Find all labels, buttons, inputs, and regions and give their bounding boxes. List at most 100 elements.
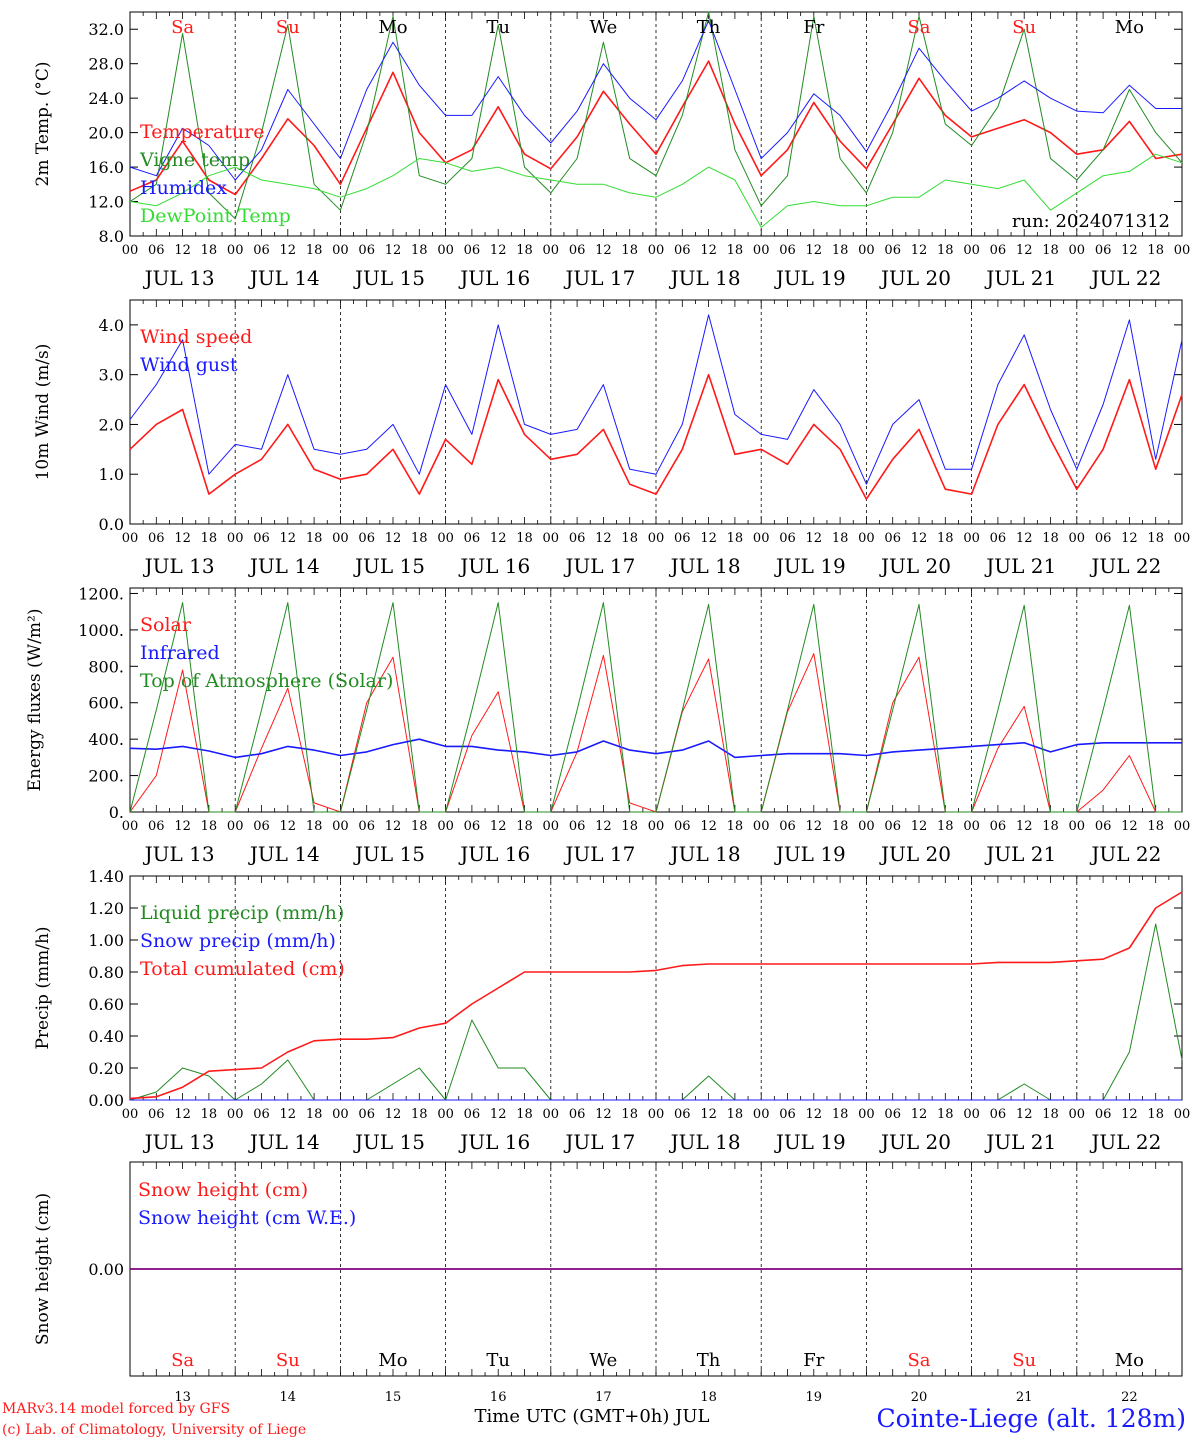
weekday-label: Tu	[486, 1350, 510, 1371]
day-label: JUL 20	[879, 266, 951, 290]
hour-label: 18	[516, 531, 533, 546]
hour-label: 12	[911, 243, 928, 258]
day-label: JUL 13	[143, 266, 215, 290]
hour-label: 18	[937, 1107, 954, 1122]
weekday-label: We	[590, 1350, 618, 1371]
hour-label: 06	[253, 819, 270, 834]
day-label: JUL 18	[669, 842, 741, 866]
legend-entry: Solar	[140, 614, 192, 636]
legend-entry: Liquid precip (mm/h)	[140, 902, 344, 924]
y-tick-label: 600.	[88, 694, 124, 713]
hour-label: 06	[148, 1107, 165, 1122]
hour-label: 06	[464, 243, 481, 258]
hour-label: 06	[1095, 243, 1112, 258]
hour-label: 06	[253, 531, 270, 546]
legend-entry: Wind speed	[140, 326, 252, 348]
y-tick-label: 1.40	[88, 867, 124, 886]
hour-label: 00	[753, 243, 770, 258]
hour-label: 00	[122, 819, 139, 834]
y-tick-label: 0.40	[88, 1027, 124, 1046]
series-line	[129, 373, 1183, 500]
hour-label: 06	[1095, 1107, 1112, 1122]
hour-label: 00	[1174, 243, 1191, 258]
hour-label: 00	[963, 1107, 980, 1122]
day-label: JUL 13	[143, 842, 215, 866]
panel-4: 0.00 0.20 0.40 0.60 0.80 1.00 1.20 1.40 Precip (…	[33, 867, 1190, 1154]
hour-label: 12	[490, 1107, 507, 1122]
legend-entry: Snow height (cm W.E.)	[138, 1207, 356, 1229]
day-label: JUL 14	[248, 1130, 320, 1154]
hour-label: 06	[148, 819, 165, 834]
hour-label: 00	[858, 531, 875, 546]
y-tick-label: 24.0	[88, 89, 124, 108]
hour-label: 18	[621, 243, 638, 258]
hour-label: 18	[727, 531, 744, 546]
hour-label: 06	[884, 819, 901, 834]
hour-label: 12	[806, 1107, 823, 1122]
hour-label: 00	[1174, 531, 1191, 546]
hour-label: 18	[306, 1107, 323, 1122]
y-tick-label: 16.0	[88, 158, 124, 177]
series-line	[129, 60, 1183, 196]
day-label: JUL 14	[248, 554, 320, 578]
day-number: 18	[700, 1390, 717, 1405]
day-label: JUL 14	[248, 842, 320, 866]
hour-label: 06	[358, 531, 375, 546]
hour-label: 12	[595, 243, 612, 258]
hour-label: 12	[700, 531, 717, 546]
day-label: JUL 16	[458, 554, 530, 578]
hour-label: 00	[332, 531, 349, 546]
legend-entry: Wind gust	[140, 354, 238, 376]
day-label: JUL 14	[248, 266, 320, 290]
hour-label: 06	[990, 243, 1007, 258]
weekday-label: We	[590, 17, 618, 38]
day-number: 17	[595, 1390, 612, 1405]
hour-label: 00	[227, 819, 244, 834]
day-label: JUL 13	[143, 554, 215, 578]
weekday-label: Su	[1012, 17, 1036, 38]
day-label: JUL 17	[563, 842, 635, 866]
y-tick-label: 0.60	[88, 995, 124, 1014]
panel-3: 0. 200. 400. 600. 800. 1000. 1200. Energy fluxe…	[25, 584, 1190, 866]
hour-label: 18	[1147, 243, 1164, 258]
hour-label: 00	[437, 531, 454, 546]
hour-label: 00	[1069, 1107, 1086, 1122]
day-label: JUL 17	[563, 554, 635, 578]
hour-label: 12	[490, 531, 507, 546]
hour-label: 06	[1095, 819, 1112, 834]
y-tick-label: 0.20	[88, 1059, 124, 1078]
hour-label: 12	[1121, 243, 1138, 258]
hour-label: 00	[437, 819, 454, 834]
y-tick-label: 3.0	[99, 366, 124, 385]
series-line	[129, 602, 1182, 813]
day-label: JUL 15	[353, 842, 425, 866]
weekday-label: Tu	[486, 17, 510, 38]
hour-label: 00	[963, 819, 980, 834]
hour-label: 06	[358, 1107, 375, 1122]
hour-label: 00	[227, 1107, 244, 1122]
hour-label: 12	[385, 1107, 402, 1122]
hour-label: 00	[543, 819, 560, 834]
y-tick-label: 1.20	[88, 899, 124, 918]
weekday-label: Su	[276, 1350, 300, 1371]
hour-label: 12	[385, 819, 402, 834]
hour-label: 18	[937, 819, 954, 834]
hour-label: 00	[648, 819, 665, 834]
hour-label: 18	[621, 1107, 638, 1122]
hour-label: 18	[411, 531, 428, 546]
hour-label: 00	[332, 1107, 349, 1122]
hour-label: 18	[727, 243, 744, 258]
hour-label: 06	[779, 531, 796, 546]
hour-label: 18	[621, 531, 638, 546]
day-label: JUL 18	[669, 266, 741, 290]
series-line	[129, 738, 1182, 759]
series-line	[129, 891, 1183, 1100]
hour-label: 12	[911, 819, 928, 834]
day-label: JUL 21	[984, 554, 1056, 578]
panel-1: 8.0 12.0 16.0 20.0 24.0 28.0 32.0 2m Temp. (°C)…	[33, 11, 1191, 290]
hour-label: 18	[411, 819, 428, 834]
hour-label: 06	[884, 1107, 901, 1122]
footer-model: MARv3.14 model forced by GFS	[2, 1401, 230, 1417]
legend-entry: Top of Atmosphere (Solar)	[140, 670, 393, 692]
day-label: JUL 13	[143, 1130, 215, 1154]
